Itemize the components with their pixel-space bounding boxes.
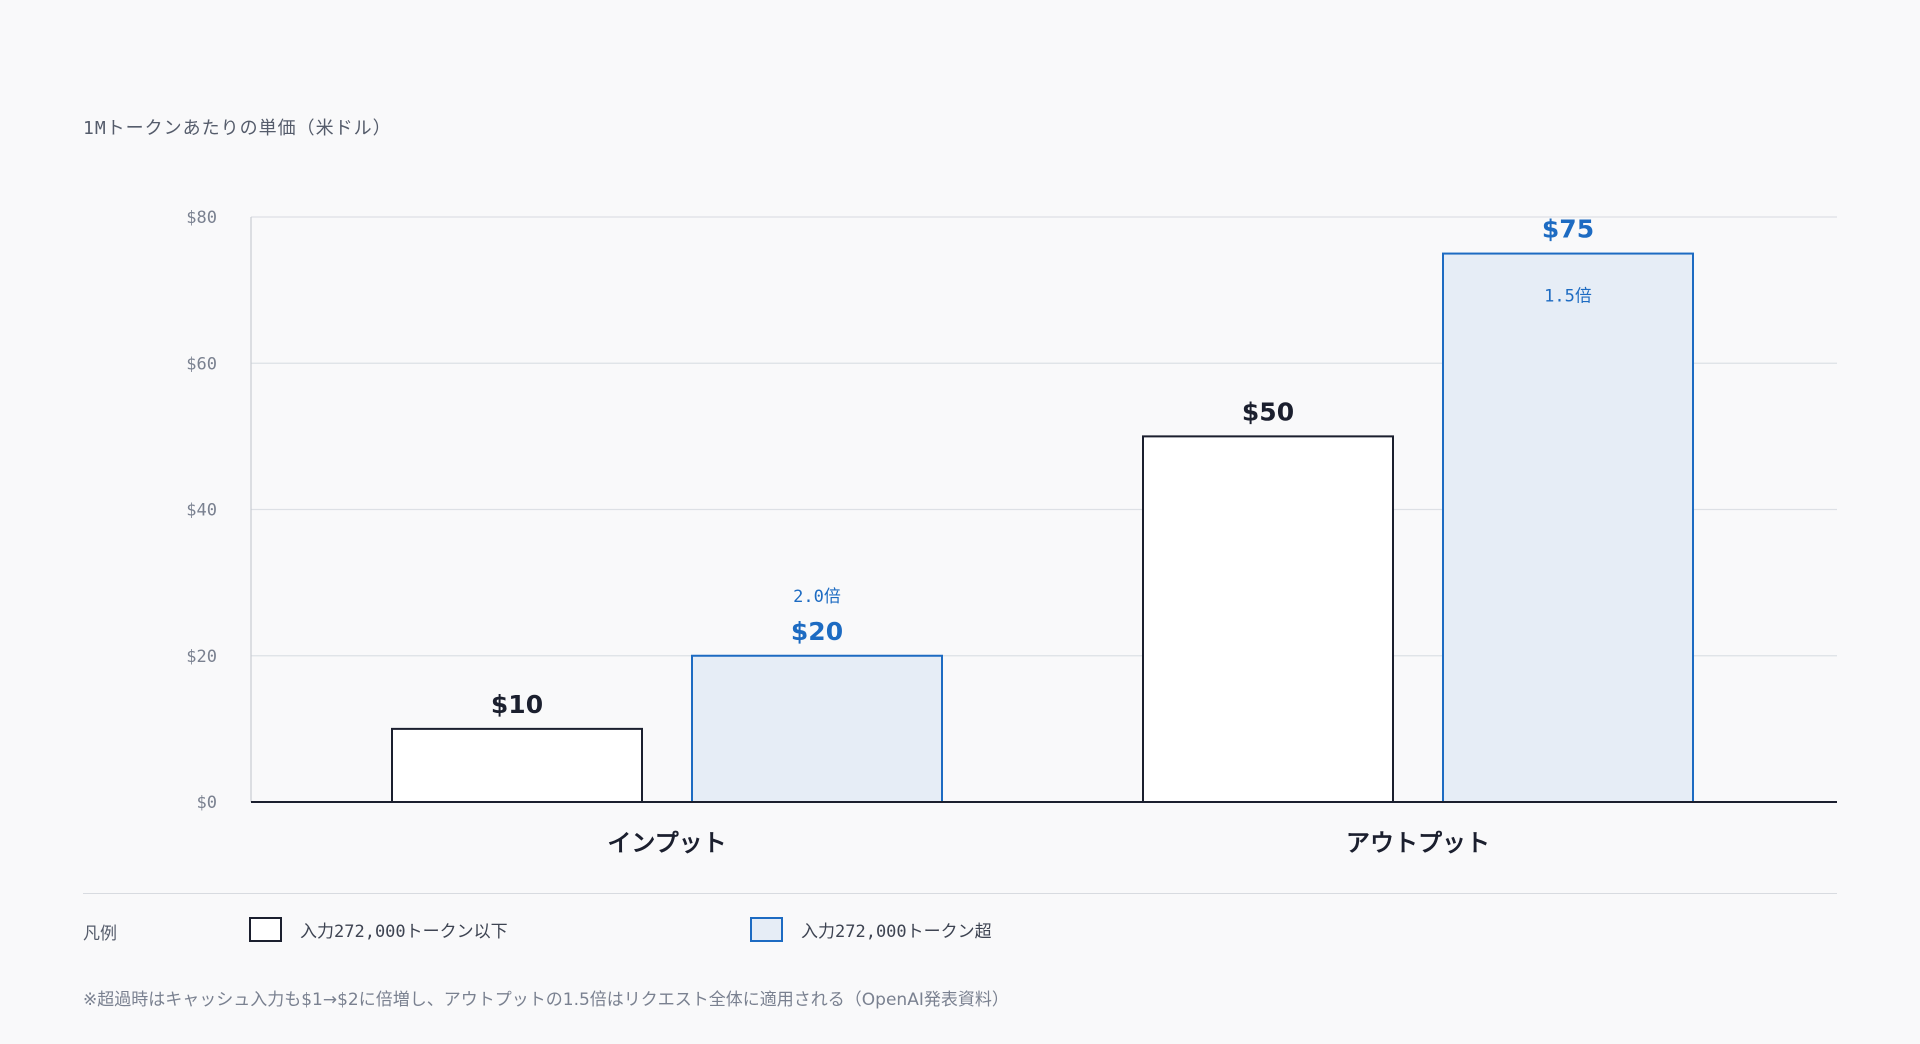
legend-item-below-threshold: 入力272,000トークン以下 (249, 917, 508, 942)
legend-divider (83, 893, 1837, 894)
legend-swatch-above-threshold (750, 917, 783, 942)
bar (1142, 435, 1394, 803)
y-tick-label: $80 (186, 208, 217, 228)
y-tick-label: $60 (186, 354, 217, 374)
chart-title: 1Mトークンあたりの単価（米ドル） (83, 118, 392, 139)
data-label: $75 (1542, 215, 1594, 244)
x-category-label: アウトプット (1346, 829, 1490, 857)
legend-swatch-below-threshold (249, 917, 282, 942)
x-category-label: インプット (607, 829, 726, 857)
bar (391, 727, 643, 803)
legend-title: 凡例 (83, 924, 117, 944)
footnote: ※超過時はキャッシュ入力も$1→$2に倍増し、アウトプットの1.5倍はリクエスト… (83, 990, 1009, 1010)
legend-item-above-threshold: 入力272,000トークン超 (750, 917, 992, 942)
data-label: $50 (1242, 397, 1294, 426)
y-tick-label: $40 (186, 501, 217, 521)
ratio-label: 2.0倍 (793, 587, 841, 607)
bar (691, 654, 943, 803)
y-tick-label: $0 (197, 793, 217, 813)
bar (1442, 252, 1694, 803)
data-label: $20 (791, 617, 843, 646)
ratio-label: 1.5倍 (1544, 287, 1592, 307)
legend-label-below-threshold: 入力272,000トークン以下 (300, 922, 508, 942)
y-tick-label: $20 (186, 647, 217, 667)
legend-label-above-threshold: 入力272,000トークン超 (801, 922, 992, 942)
data-label: $10 (491, 690, 543, 719)
